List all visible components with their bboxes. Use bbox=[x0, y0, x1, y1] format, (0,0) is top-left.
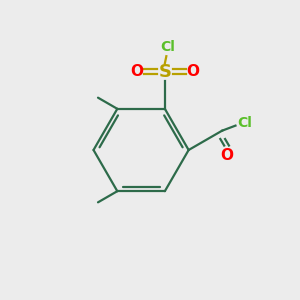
Text: Cl: Cl bbox=[237, 116, 252, 130]
Text: Cl: Cl bbox=[160, 40, 175, 54]
Text: O: O bbox=[220, 148, 233, 164]
Text: O: O bbox=[130, 64, 143, 79]
Text: S: S bbox=[158, 63, 171, 81]
Text: O: O bbox=[187, 64, 200, 79]
